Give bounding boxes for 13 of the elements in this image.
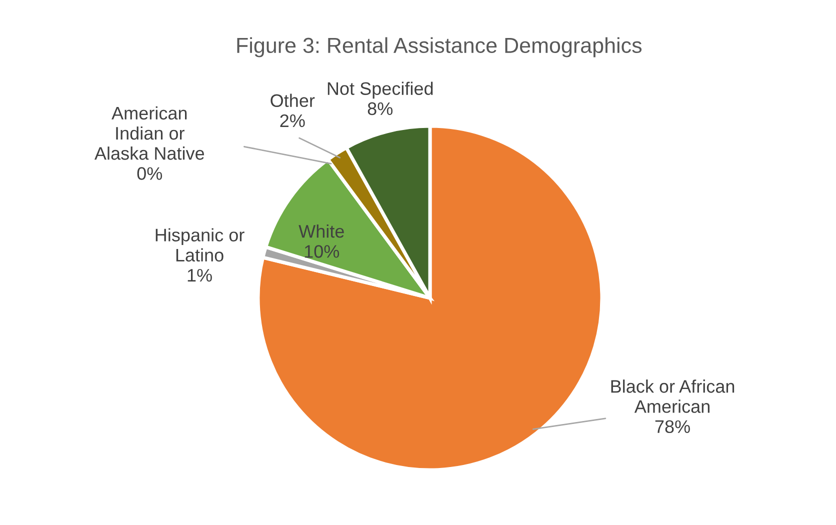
chart-title: Figure 3: Rental Assistance Demographics xyxy=(237,37,642,58)
slice-label: Not Specified xyxy=(328,82,433,99)
data-label: 10% xyxy=(304,245,340,258)
data-label: 8% xyxy=(368,102,393,116)
text: 0% xyxy=(137,167,162,180)
category-label: American Indian or Alaska Native xyxy=(94,106,204,160)
slice-label: Hispanic or Latino xyxy=(156,228,244,262)
data-label: 1% xyxy=(188,268,212,282)
slice-label: Black or African American xyxy=(611,380,734,413)
slice-label: White xyxy=(298,224,344,238)
data-label: 78% xyxy=(655,420,690,434)
data-label: 2% xyxy=(280,114,305,128)
slice-label: Other xyxy=(270,94,315,108)
